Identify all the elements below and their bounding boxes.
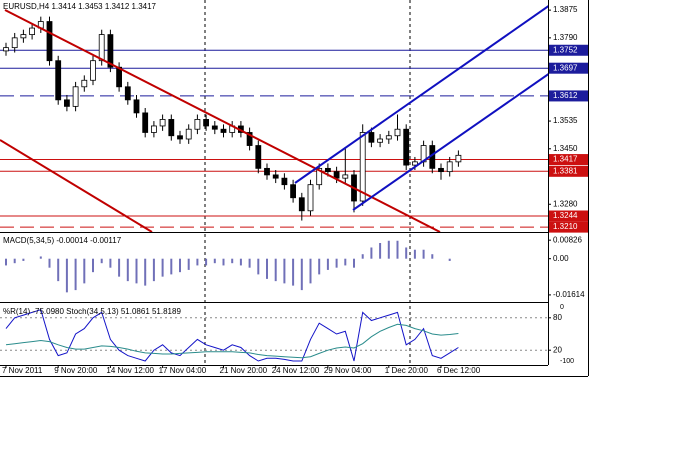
y-tick-label: 1.3450 (553, 144, 578, 153)
x-tick-label: 17 Nov 04:00 (159, 366, 207, 375)
candle-body (168, 119, 175, 137)
y-tick-label: 1.3790 (553, 33, 578, 42)
candle-body (124, 86, 131, 101)
y-tick-label: 0.00 (553, 254, 569, 263)
candle-body (281, 177, 288, 186)
candle-body (64, 99, 70, 107)
macd-title: MACD(5,34,5) -0.00014 -0.00117 (3, 236, 122, 245)
price-level-box (549, 44, 588, 56)
candle-body (324, 167, 331, 173)
candle-body (359, 132, 366, 202)
candle-body (307, 184, 314, 212)
y-tick-label: 1.3535 (553, 116, 578, 125)
frame (0, 0, 589, 377)
y-tick-label: 20 (553, 345, 562, 354)
oscillator-line (5, 323, 459, 359)
y-tick-label: -0.01614 (553, 290, 585, 299)
trend-lines (0, 5, 548, 232)
y2-tick-label: -100 (560, 358, 574, 365)
candle-body (72, 86, 79, 107)
candle-body (264, 167, 270, 176)
x-tick-label: 24 Nov 12:00 (272, 366, 320, 375)
channel-line (352, 73, 548, 211)
candle-body (20, 34, 27, 39)
price-level-label: 1.3697 (553, 63, 578, 72)
candle-body (394, 128, 401, 137)
candle-body (403, 128, 410, 166)
candle-body (246, 132, 253, 146)
candle-body (377, 138, 384, 143)
candle-body (455, 154, 462, 163)
price-level-label: 1.3752 (553, 45, 578, 54)
candle-body (81, 79, 88, 88)
price-level-label: 1.3210 (553, 222, 578, 231)
trend-line (0, 139, 153, 232)
channel-line (294, 5, 548, 184)
price-level-box (549, 90, 588, 102)
candle-body (220, 128, 227, 133)
candle-body (11, 37, 18, 49)
candle-body (150, 125, 157, 133)
candle-body (142, 112, 149, 133)
y-tick-label: 0.00826 (553, 235, 582, 244)
candle-body (55, 60, 62, 101)
x-tick-label: 6 Dec 12:00 (437, 366, 481, 375)
price-level-box (549, 154, 588, 166)
candle-body (411, 161, 418, 166)
x-tick-label: 7 Nov 2011 (2, 366, 43, 375)
candle-body (133, 99, 140, 114)
x-tick-label: 1 Dec 20:00 (385, 366, 429, 375)
candle-body (255, 145, 262, 169)
trend-line (4, 9, 441, 232)
candle-body (385, 135, 392, 140)
candle-body (46, 21, 53, 62)
candle-body (316, 167, 323, 186)
candle-body (203, 119, 210, 127)
price-level-label: 1.3381 (553, 166, 578, 175)
y-tick-label: 80 (553, 313, 562, 322)
candle-body (298, 197, 305, 212)
candle-body (272, 174, 279, 179)
x-tick-label: 29 Nov 04:00 (324, 366, 372, 375)
x-tick-label: 21 Nov 20:00 (220, 366, 268, 375)
price-level-label: 1.3244 (553, 211, 578, 220)
candle-body (211, 125, 218, 130)
candle-body (185, 128, 192, 140)
candle-body (29, 27, 36, 35)
candle-body (159, 119, 166, 127)
x-tick-label: 9 Nov 20:00 (54, 366, 98, 375)
candle-body (194, 119, 201, 130)
candle-body (333, 171, 340, 179)
candle-body (98, 34, 105, 62)
y-tick-label: 1.3280 (553, 199, 578, 208)
candle-body (438, 167, 444, 173)
price-level-box (549, 210, 588, 222)
candle-body (107, 34, 114, 68)
candle-body (90, 60, 96, 81)
candle-body (290, 184, 297, 199)
price-level-label: 1.3612 (553, 91, 578, 100)
x-tick-label: 14 Nov 12:00 (106, 366, 154, 375)
price-level-label: 1.3417 (553, 155, 578, 164)
candle-body (177, 135, 183, 140)
y-tick-label: 1.3875 (553, 5, 578, 14)
oscillator-line (5, 309, 459, 362)
price-level-box (549, 62, 588, 74)
candle-body (342, 174, 349, 179)
candle-body (368, 132, 375, 143)
candle-body (3, 47, 9, 52)
oscillator-title: %R(14) -75.0980 Stoch(34,5,13) 51.0861 5… (3, 307, 181, 316)
price-level-box (549, 221, 588, 233)
y2-tick-label: 0 (560, 304, 564, 311)
candle-body (446, 161, 453, 173)
chart-title: EURUSD,H4 1.3414 1.3453 1.3412 1.3417 (3, 2, 157, 11)
price-level-box (549, 165, 588, 177)
period-separators (204, 0, 411, 365)
